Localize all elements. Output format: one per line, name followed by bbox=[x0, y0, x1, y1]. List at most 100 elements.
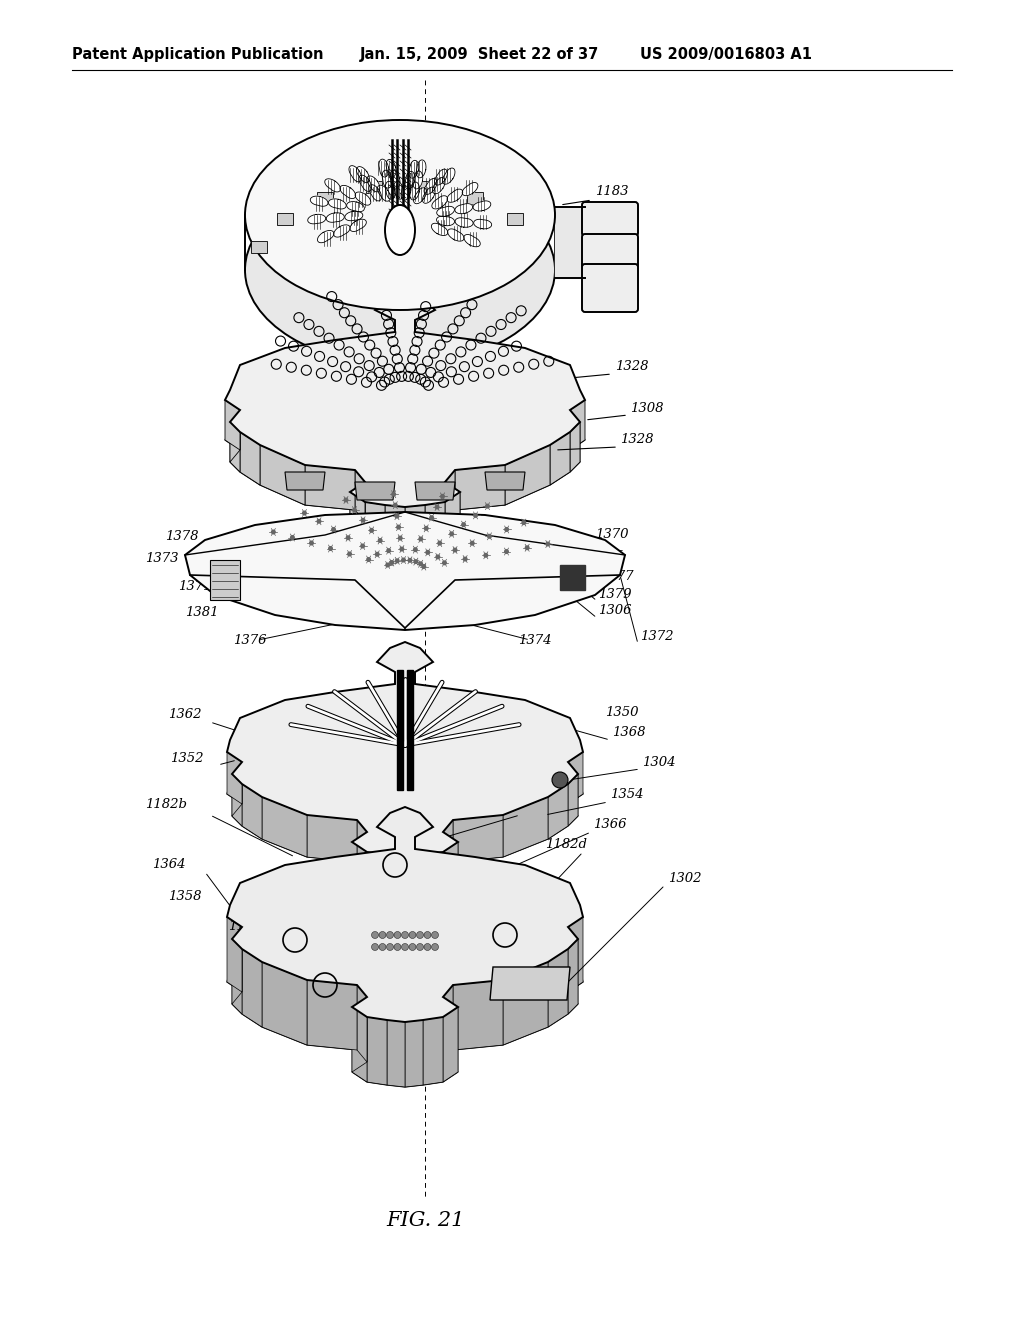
FancyBboxPatch shape bbox=[582, 264, 638, 312]
Polygon shape bbox=[230, 411, 240, 462]
Circle shape bbox=[328, 546, 333, 550]
Circle shape bbox=[360, 544, 366, 549]
Polygon shape bbox=[352, 832, 367, 884]
Circle shape bbox=[463, 557, 468, 561]
Polygon shape bbox=[432, 178, 445, 194]
Circle shape bbox=[425, 550, 430, 554]
Polygon shape bbox=[317, 231, 334, 243]
FancyBboxPatch shape bbox=[582, 202, 638, 236]
Text: 1376: 1376 bbox=[233, 634, 266, 647]
Polygon shape bbox=[401, 182, 411, 201]
Circle shape bbox=[397, 536, 402, 541]
Polygon shape bbox=[225, 290, 585, 507]
Polygon shape bbox=[305, 465, 355, 510]
Polygon shape bbox=[443, 997, 458, 1072]
Polygon shape bbox=[382, 170, 392, 189]
Text: 1373: 1373 bbox=[145, 552, 178, 565]
Circle shape bbox=[331, 527, 336, 532]
Polygon shape bbox=[568, 927, 578, 1005]
Polygon shape bbox=[327, 213, 344, 222]
Circle shape bbox=[546, 541, 550, 546]
Polygon shape bbox=[423, 851, 443, 898]
Text: 1358: 1358 bbox=[168, 890, 202, 903]
Polygon shape bbox=[379, 160, 389, 177]
Text: 1302: 1302 bbox=[668, 873, 701, 884]
Polygon shape bbox=[568, 939, 578, 1014]
Circle shape bbox=[302, 511, 307, 516]
Circle shape bbox=[504, 527, 509, 532]
Polygon shape bbox=[453, 979, 503, 1049]
Text: 1356: 1356 bbox=[392, 939, 426, 950]
Text: FIG. 21: FIG. 21 bbox=[386, 1210, 464, 1229]
Circle shape bbox=[394, 513, 399, 519]
Polygon shape bbox=[345, 211, 362, 220]
Polygon shape bbox=[455, 465, 505, 510]
Ellipse shape bbox=[385, 205, 415, 255]
Polygon shape bbox=[227, 807, 583, 1022]
Circle shape bbox=[504, 549, 509, 554]
Polygon shape bbox=[227, 684, 583, 899]
Polygon shape bbox=[455, 218, 473, 227]
Polygon shape bbox=[410, 182, 420, 201]
Text: 1375: 1375 bbox=[590, 550, 624, 564]
Polygon shape bbox=[242, 784, 262, 840]
Polygon shape bbox=[414, 187, 426, 203]
Polygon shape bbox=[227, 917, 242, 993]
Polygon shape bbox=[423, 1016, 443, 1085]
Text: 1182a: 1182a bbox=[468, 799, 509, 810]
Text: 1308: 1308 bbox=[630, 403, 664, 414]
Polygon shape bbox=[550, 432, 570, 484]
Circle shape bbox=[461, 523, 466, 527]
Text: Patent Application Publication: Patent Application Publication bbox=[72, 48, 324, 62]
Polygon shape bbox=[568, 752, 583, 804]
Polygon shape bbox=[227, 873, 583, 1086]
Polygon shape bbox=[445, 470, 455, 521]
Polygon shape bbox=[369, 185, 381, 201]
Polygon shape bbox=[357, 820, 367, 874]
Circle shape bbox=[434, 504, 439, 510]
Text: 1362: 1362 bbox=[168, 708, 202, 721]
Circle shape bbox=[409, 932, 416, 939]
Polygon shape bbox=[417, 160, 426, 178]
Polygon shape bbox=[570, 400, 585, 450]
Text: 1377: 1377 bbox=[600, 570, 634, 583]
Polygon shape bbox=[350, 219, 367, 231]
Circle shape bbox=[483, 553, 488, 558]
Text: 1354: 1354 bbox=[610, 788, 643, 801]
Polygon shape bbox=[443, 832, 458, 884]
Circle shape bbox=[485, 504, 489, 508]
Polygon shape bbox=[442, 168, 455, 185]
Polygon shape bbox=[434, 169, 447, 185]
Polygon shape bbox=[431, 223, 447, 235]
Polygon shape bbox=[355, 482, 395, 500]
Polygon shape bbox=[350, 492, 365, 543]
Circle shape bbox=[379, 932, 386, 939]
Circle shape bbox=[429, 515, 434, 520]
Circle shape bbox=[431, 944, 438, 950]
Circle shape bbox=[401, 932, 409, 939]
Polygon shape bbox=[225, 330, 585, 546]
Polygon shape bbox=[329, 199, 346, 209]
Polygon shape bbox=[232, 762, 242, 816]
Polygon shape bbox=[443, 985, 453, 1063]
Polygon shape bbox=[358, 176, 372, 191]
Polygon shape bbox=[240, 432, 260, 484]
Polygon shape bbox=[423, 187, 435, 203]
Circle shape bbox=[435, 554, 440, 560]
Polygon shape bbox=[503, 962, 548, 1045]
Circle shape bbox=[391, 492, 396, 496]
Polygon shape bbox=[507, 213, 523, 224]
Polygon shape bbox=[443, 1007, 458, 1082]
Polygon shape bbox=[285, 473, 325, 490]
Circle shape bbox=[401, 557, 406, 562]
Polygon shape bbox=[424, 178, 437, 194]
Circle shape bbox=[442, 560, 446, 565]
Circle shape bbox=[394, 944, 401, 950]
Ellipse shape bbox=[245, 176, 555, 366]
Polygon shape bbox=[485, 473, 525, 490]
Text: 1372: 1372 bbox=[640, 630, 674, 643]
Polygon shape bbox=[436, 216, 455, 226]
Polygon shape bbox=[317, 193, 333, 205]
Text: 1328: 1328 bbox=[615, 360, 648, 374]
Polygon shape bbox=[490, 968, 570, 1001]
